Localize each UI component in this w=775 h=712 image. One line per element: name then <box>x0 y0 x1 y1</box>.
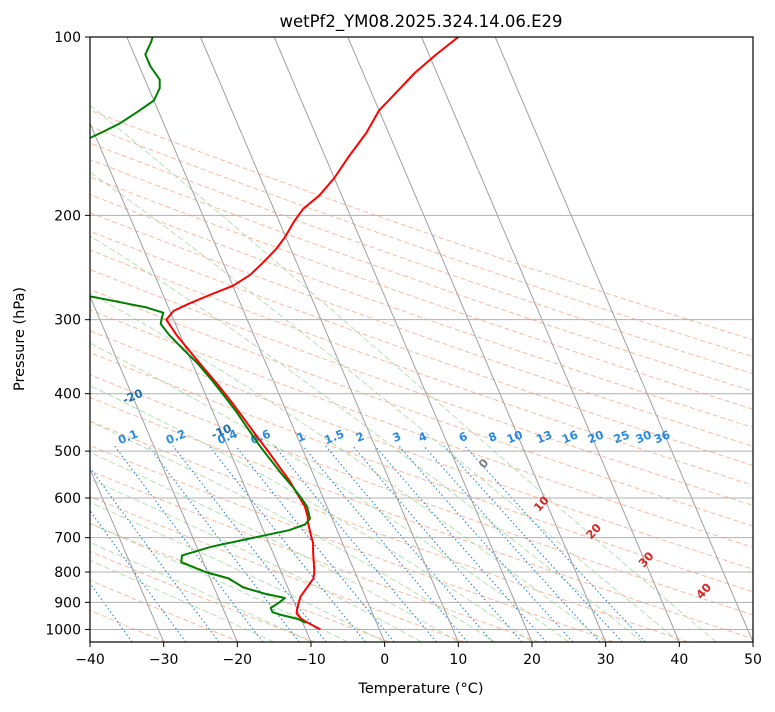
moist-adiabat <box>90 292 606 642</box>
y-tick-label: 400 <box>54 387 81 403</box>
x-tick-label: 20 <box>523 652 541 668</box>
dry-adiabat <box>90 194 753 429</box>
y-tick-label: 600 <box>54 491 81 507</box>
moist-adiabat <box>90 501 385 642</box>
y-axis-title: Pressure (hPa) <box>12 287 28 391</box>
moist-adiabat <box>90 559 275 642</box>
x-tick-label: 0 <box>380 652 389 668</box>
x-tick-label: −40 <box>75 652 105 668</box>
dry-adiabat <box>90 330 753 570</box>
x-tick-label: −10 <box>296 652 326 668</box>
dewpoint-profile-line <box>90 37 311 624</box>
moist-adiabat <box>90 342 570 642</box>
mixing-ratio-line <box>443 445 623 642</box>
moist-adiabat <box>90 451 459 642</box>
dry-adiabat <box>90 496 465 642</box>
mixing-ratio-line <box>90 582 133 642</box>
mixing-ratio-label: 25 <box>611 427 631 446</box>
isotherm-line <box>126 37 386 642</box>
dry-adiabat <box>90 176 753 410</box>
y-tick-label: 200 <box>54 208 81 224</box>
x-axis-ticks: −40 −30 −20 −10 0 10 20 30 40 50 <box>75 642 762 668</box>
mixing-ratio-label: 10 <box>505 427 525 446</box>
mixing-ratio-line <box>398 445 574 642</box>
isotherm-line <box>90 122 312 642</box>
dry-adiabat <box>90 444 614 642</box>
mixing-ratio-line <box>147 445 300 642</box>
mixing-ratio-label: 20 <box>586 427 606 446</box>
isotherm-line <box>90 295 238 642</box>
isotherm-line <box>347 37 607 642</box>
x-tick-label: −30 <box>149 652 179 668</box>
y-tick-label: 900 <box>54 595 81 611</box>
y-tick-label: 500 <box>54 444 81 460</box>
dry-adiabat <box>90 374 753 616</box>
dry-adiabat <box>90 309 753 548</box>
mixing-ratio-line <box>273 445 437 642</box>
y-tick-label: 1000 <box>45 622 81 638</box>
moist-adiabat <box>90 104 717 642</box>
x-axis-title: Temperature (°C) <box>357 681 483 697</box>
dry-adiabat <box>90 142 753 375</box>
mixing-ratio-line <box>114 445 264 642</box>
mixing-ratio-line <box>90 466 220 642</box>
isotherm-line <box>494 37 753 642</box>
dry-adiabat <box>90 550 315 642</box>
y-tick-label: 100 <box>54 30 81 46</box>
mixing-ratio-line <box>423 445 601 642</box>
y-axis-ticks: 100 200 300 400 500 600 700 800 900 1000 <box>45 30 90 638</box>
moist-adiabat <box>90 385 533 642</box>
mixing-ratio-label: 16 <box>560 427 580 446</box>
x-tick-label: 40 <box>670 652 688 668</box>
mixing-ratio-line <box>172 445 327 642</box>
y-tick-label: 700 <box>54 531 81 547</box>
dry-adiabat <box>90 420 689 642</box>
x-tick-label: −20 <box>223 652 253 668</box>
dry-adiabat <box>90 109 753 341</box>
dry-adiabat <box>90 125 753 358</box>
isotherm-line <box>273 37 533 642</box>
mixing-ratio-line <box>374 445 547 642</box>
profile-lines <box>90 37 459 631</box>
y-tick-label: 800 <box>54 565 81 581</box>
x-tick-label: 50 <box>744 652 762 668</box>
dry-adiabat <box>90 351 753 593</box>
moist-adiabat <box>90 171 680 642</box>
dry-adiabat <box>90 269 753 506</box>
background-lines <box>90 37 753 642</box>
y-tick-label: 300 <box>54 313 81 329</box>
mixing-ratio-label: 30 <box>634 427 654 446</box>
x-tick-label: 30 <box>597 652 615 668</box>
chart-title: wetPf2_YM08.2025.324.14.06.E29 <box>279 12 562 32</box>
x-tick-label: 10 <box>449 652 467 668</box>
mixing-ratio-line <box>325 445 493 642</box>
temperature-profile-line <box>165 37 459 631</box>
mixing-ratio-line <box>302 445 468 642</box>
dry-adiabat <box>90 470 539 642</box>
mixing-ratio-line <box>352 445 523 642</box>
moist-adiabat <box>90 235 643 642</box>
dry-adiabat <box>90 159 753 392</box>
dry-adiabat <box>90 212 753 447</box>
plot-frame <box>89 36 754 643</box>
isotherm-line <box>421 37 680 642</box>
isotherm-line <box>90 467 165 642</box>
mixing-ratio-label: 36 <box>652 427 672 446</box>
mixing-ratio-line <box>464 445 646 642</box>
mixing-ratio-label: 13 <box>534 427 554 446</box>
isotherm-line <box>200 37 459 642</box>
